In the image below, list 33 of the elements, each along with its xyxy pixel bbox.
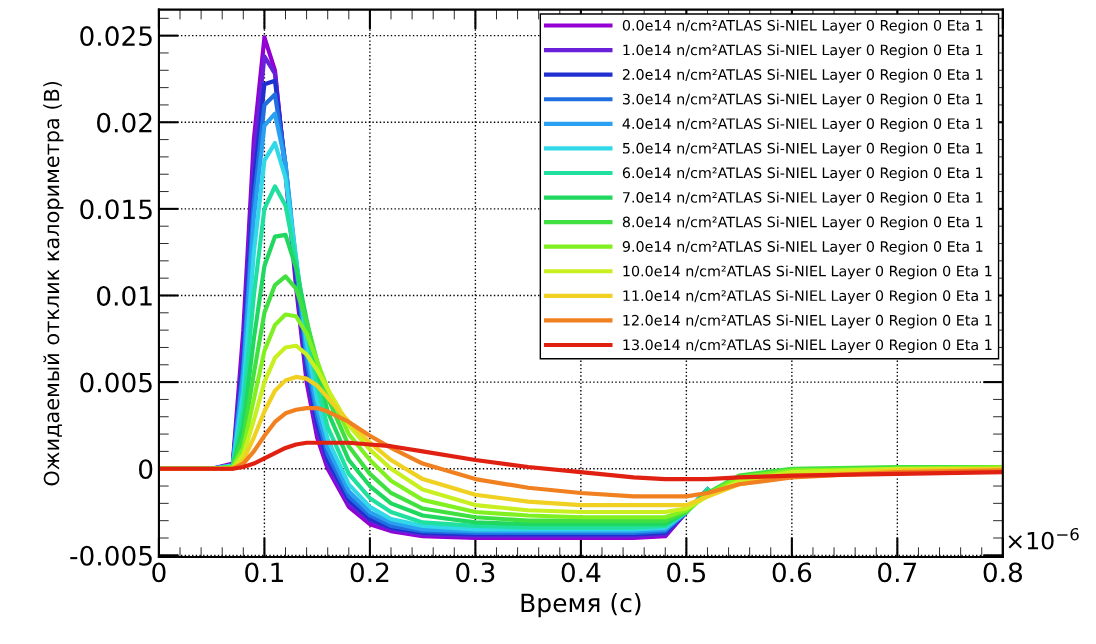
x-tick-label: 0.5	[667, 562, 706, 583]
x-tick-label: 0.3	[456, 562, 495, 583]
y-tick-label: 0.025	[80, 26, 152, 47]
legend-label: 12.0e14 n/cm²ATLAS Si-NIEL Layer 0 Region 0 Eta 1	[623, 314, 992, 329]
legend-label: 13.0e14 n/cm²ATLAS Si-NIEL Layer 0 Region 0 Eta 1	[623, 339, 992, 353]
y-tick-label: 0.02	[97, 112, 152, 133]
x-tick-label: 0.1	[245, 562, 283, 583]
x-axis-title: Время (с)	[521, 593, 641, 618]
x-tick-label: 0	[152, 562, 166, 583]
legend-label: 0.0e14 n/cm²ATLAS Si-NIEL Layer 0 Region 0 Eta 1	[622, 19, 983, 34]
legend-label: 11.0e14 n/cm²ATLAS Si-NIEL Layer 0 Region 0 Eta 1	[623, 289, 992, 304]
x-tick-label: 0.2	[350, 562, 389, 583]
y-tick-label: 0	[139, 459, 153, 480]
y-tick-label: 0.015	[80, 199, 152, 220]
x-tick-label: 0.7	[878, 562, 917, 583]
x-tick-label: 0.4	[561, 562, 601, 583]
y-tick-label: -0.005	[70, 545, 152, 566]
legend-label: 5.0e14 n/cm²ATLAS Si-NIEL Layer 0 Region 0 Eta 1	[622, 142, 983, 157]
x-tick-label: 0.6	[772, 562, 812, 583]
legend-label: 4.0e14 n/cm²ATLAS Si-NIEL Layer 0 Region 0 Eta 1	[622, 117, 983, 132]
y-axis-title: Ожидаемый отклик калориметра (В)	[43, 81, 64, 486]
y-tick-label: 0.01	[97, 285, 152, 306]
legend-label: 8.0e14 n/cm²ATLAS Si-NIEL Layer 0 Region 0 Eta 1	[622, 216, 983, 231]
legend-label: 7.0e14 n/cm²ATLAS Si-NIEL Layer 0 Region 0 Eta 1	[623, 191, 983, 206]
legend-label: 6.0e14 n/cm²ATLAS Si-NIEL Layer 0 Region 0 Eta 1	[622, 167, 983, 181]
legend-label: 1.0e14 n/cm²ATLAS Si-NIEL Layer 0 Region 0 Eta 1	[623, 44, 983, 59]
y-tick-label: 0.005	[80, 372, 152, 393]
legend-label: 3.0e14 n/cm²ATLAS Si-NIEL Layer 0 Region 0 Eta 1	[622, 93, 983, 108]
text: ×10$^{−6}$	[1008, 527, 1079, 550]
x-tick-label: 0.8	[983, 562, 1023, 583]
legend-label: 10.0e14 n/cm²ATLAS Si-NIEL Layer 0 Region 0 Eta 1	[623, 265, 992, 280]
legend-label: 2.0e14 n/cm²ATLAS Si-NIEL Layer 0 Region 0 Eta 1	[622, 68, 983, 83]
legend-label: 9.0e14 n/cm²ATLAS Si-NIEL Layer 0 Region 0 Eta 1	[622, 240, 983, 255]
